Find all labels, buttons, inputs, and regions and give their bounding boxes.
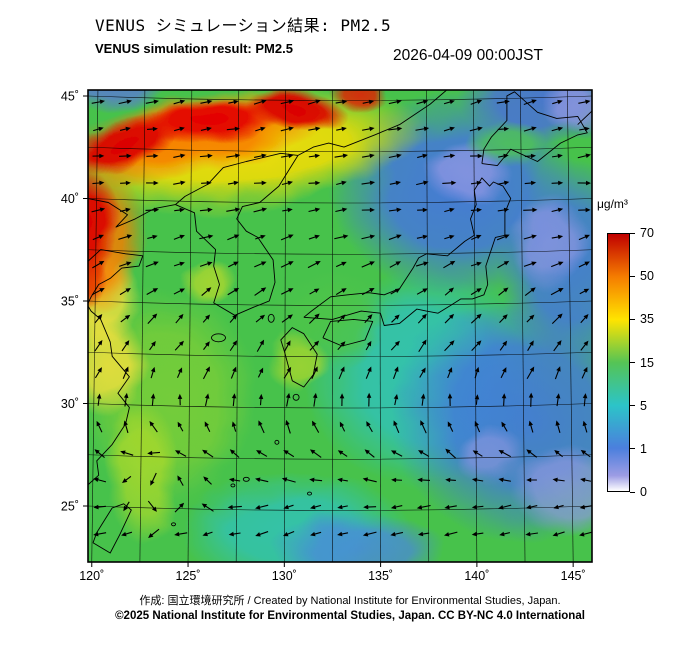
pm25-field [88,90,592,562]
colorbar-tick-label: 5 [640,398,647,413]
lon-tick-label: 135˚ [368,569,393,583]
colorbar-tick-label: 0 [640,485,647,499]
page-title-japanese: VENUS シミュレーション結果: PM2.5 [95,16,392,35]
lon-tick-label: 125˚ [176,569,201,583]
colorbar-tick-label: 15 [640,355,654,370]
colorbar-tick-label: 50 [640,269,654,284]
colorbar-tickmark [630,448,635,450]
colorbar-tick-label: 70 [640,226,654,240]
colorbar-tickmark [630,275,635,277]
lat-tick-label: 25˚ [61,500,79,514]
wind-arrows [91,99,592,538]
lat-tick-label: 35˚ [61,295,79,309]
page-title-english: VENUS simulation result: PM2.5 [95,41,293,56]
lon-tick-label: 140˚ [464,569,489,583]
colorbar-tickmark [630,362,635,363]
timestamp: 2026-04-09 00:00JST [393,47,543,64]
colorbar-tick-label: 35 [640,312,654,327]
graticule [88,90,592,562]
lon-tick-label: 145˚ [561,569,586,583]
colorbar-gradient [607,233,630,492]
lon-tick-label: 130˚ [272,569,297,583]
lat-tick-label: 45˚ [61,90,79,104]
lon-tick-label: 120˚ [79,569,104,583]
license-line: ©2025 National Institute for Environment… [115,610,585,622]
colorbar-tickmark [630,318,635,320]
colorbar-tickmark [630,491,635,493]
colorbar-tick-label: 1 [640,441,647,456]
colorbar-tickmark [630,232,635,234]
lat-tick-label: 40˚ [61,192,79,206]
credit-line: 作成: 国立環境研究所 / Created by National Instit… [139,595,561,607]
lat-tick-label: 30˚ [61,397,79,411]
colorbar-tickmark [630,405,635,407]
axis-labels: 120˚ 125˚ 130˚ 135˚ 140˚ 145˚ 45˚ 40˚ 35˚ 30˚ 25˚ [61,90,586,584]
map-frame [87,89,593,563]
colorbar-unit-label: μg/m³ [597,197,628,211]
